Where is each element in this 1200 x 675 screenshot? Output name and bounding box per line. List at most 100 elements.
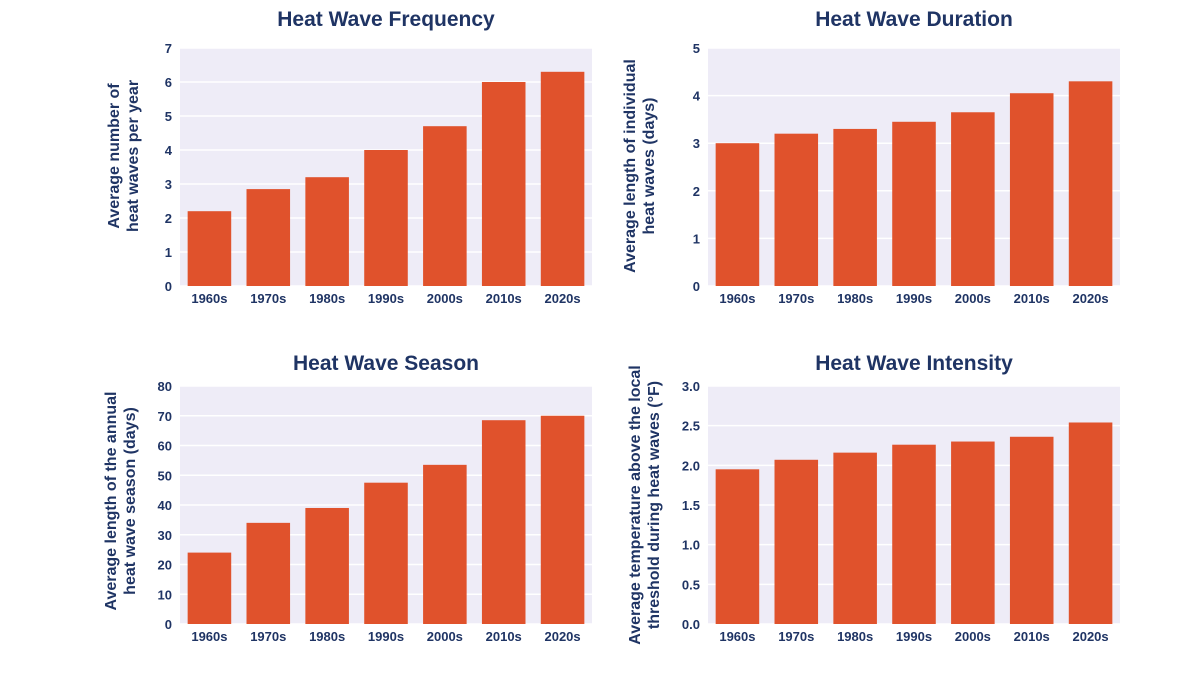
bar-1960s (187, 211, 232, 286)
bar-2000s (423, 126, 467, 286)
x-tick-label: 2020s (544, 629, 580, 644)
bar-2000s (423, 464, 467, 624)
chart-title: Heat Wave Intensity (815, 352, 1013, 375)
y-tick-label: 1 (693, 231, 700, 246)
x-tick-label: 2010s (486, 629, 522, 644)
chart-title: Heat Wave Frequency (277, 8, 495, 31)
y-tick-label: 50 (158, 468, 172, 483)
x-tick-label: 1970s (778, 629, 814, 644)
chart-title: Heat Wave Season (293, 352, 479, 375)
y-tick-label: 0 (165, 279, 172, 294)
y-tick-label: 20 (158, 558, 172, 573)
x-tick-label: 2000s (955, 629, 991, 644)
y-tick-label: 60 (158, 439, 172, 454)
bar-2020s (540, 415, 585, 624)
y-tick-label: 0 (693, 279, 700, 294)
y-tick-label: 5 (693, 41, 700, 56)
bar-1980s (833, 128, 877, 286)
y-tick-label: 4 (165, 143, 173, 158)
x-tick-label: 1980s (309, 291, 345, 306)
x-tick-label: 1970s (778, 291, 814, 306)
bar-2010s (481, 82, 526, 286)
x-tick-label: 2000s (427, 291, 463, 306)
chart-title: Heat Wave Duration (815, 8, 1013, 31)
bar-1960s (715, 143, 760, 286)
y-tick-label: 1.5 (682, 498, 700, 513)
bar-2010s (481, 420, 526, 624)
y-axis-label: Average length of individual heat waves … (622, 59, 658, 273)
plot-area (180, 48, 592, 286)
y-tick-label: 5 (165, 109, 172, 124)
y-axis-label: Average length of the annual heat wave s… (103, 391, 139, 611)
y-axis-label: Average number of heat waves per year (106, 79, 142, 233)
y-tick-label: 2.0 (682, 458, 700, 473)
bar-1970s (246, 522, 291, 624)
bar-1980s (305, 507, 349, 624)
x-tick-label: 1970s (250, 291, 286, 306)
bar-1990s (364, 150, 408, 286)
bar-1990s (892, 444, 936, 624)
bar-1960s (715, 469, 760, 624)
x-tick-label: 2010s (486, 291, 522, 306)
y-tick-label: 2.5 (682, 419, 700, 434)
y-tick-label: 1 (165, 245, 172, 260)
y-tick-label: 6 (165, 75, 172, 90)
bar-2010s (1009, 436, 1054, 624)
x-tick-label: 1970s (250, 629, 286, 644)
x-tick-label: 1980s (309, 629, 345, 644)
x-tick-label: 2000s (955, 291, 991, 306)
y-tick-label: 0.5 (682, 577, 700, 592)
x-tick-label: 1990s (368, 291, 404, 306)
y-tick-label: 80 (158, 379, 172, 394)
y-tick-label: 70 (158, 409, 172, 424)
bar-1990s (364, 482, 408, 624)
x-tick-label: 2000s (427, 629, 463, 644)
x-tick-label: 2020s (1072, 629, 1108, 644)
x-tick-label: 1960s (719, 629, 755, 644)
x-tick-label: 1990s (368, 629, 404, 644)
bar-2020s (540, 71, 585, 286)
y-tick-label: 4 (693, 89, 701, 104)
y-tick-label: 0 (165, 617, 172, 632)
x-tick-label: 1980s (837, 629, 873, 644)
bar-1960s (187, 552, 232, 624)
y-tick-label: 10 (158, 587, 172, 602)
bar-1970s (246, 189, 291, 286)
y-tick-label: 3 (693, 136, 700, 151)
y-axis-label: Average temperature above the local thre… (627, 365, 663, 645)
y-tick-label: 30 (158, 528, 172, 543)
plot-area (708, 386, 1120, 624)
y-tick-label: 7 (165, 41, 172, 56)
bar-1970s (774, 459, 819, 624)
plot-area (708, 48, 1120, 286)
bar-2000s (951, 441, 995, 624)
y-tick-label: 2 (165, 211, 172, 226)
plot-area (180, 386, 592, 624)
x-tick-label: 1990s (896, 629, 932, 644)
x-tick-label: 2020s (1072, 291, 1108, 306)
x-tick-label: 1960s (191, 291, 227, 306)
bar-2000s (951, 112, 995, 286)
x-tick-label: 2010s (1014, 629, 1050, 644)
y-tick-label: 40 (158, 498, 172, 513)
x-tick-label: 2020s (544, 291, 580, 306)
y-tick-label: 2 (693, 184, 700, 199)
x-tick-label: 2010s (1014, 291, 1050, 306)
x-tick-label: 1960s (719, 291, 755, 306)
x-tick-label: 1980s (837, 291, 873, 306)
bar-1980s (305, 177, 349, 286)
x-tick-label: 1990s (896, 291, 932, 306)
bar-1970s (774, 133, 819, 286)
bar-2020s (1068, 81, 1113, 286)
x-tick-label: 1960s (191, 629, 227, 644)
y-tick-label: 3 (165, 177, 172, 192)
bar-2020s (1068, 422, 1113, 624)
y-tick-label: 0.0 (682, 617, 700, 632)
y-tick-label: 1.0 (682, 538, 700, 553)
bar-2010s (1009, 93, 1054, 286)
y-tick-label: 3.0 (682, 379, 700, 394)
